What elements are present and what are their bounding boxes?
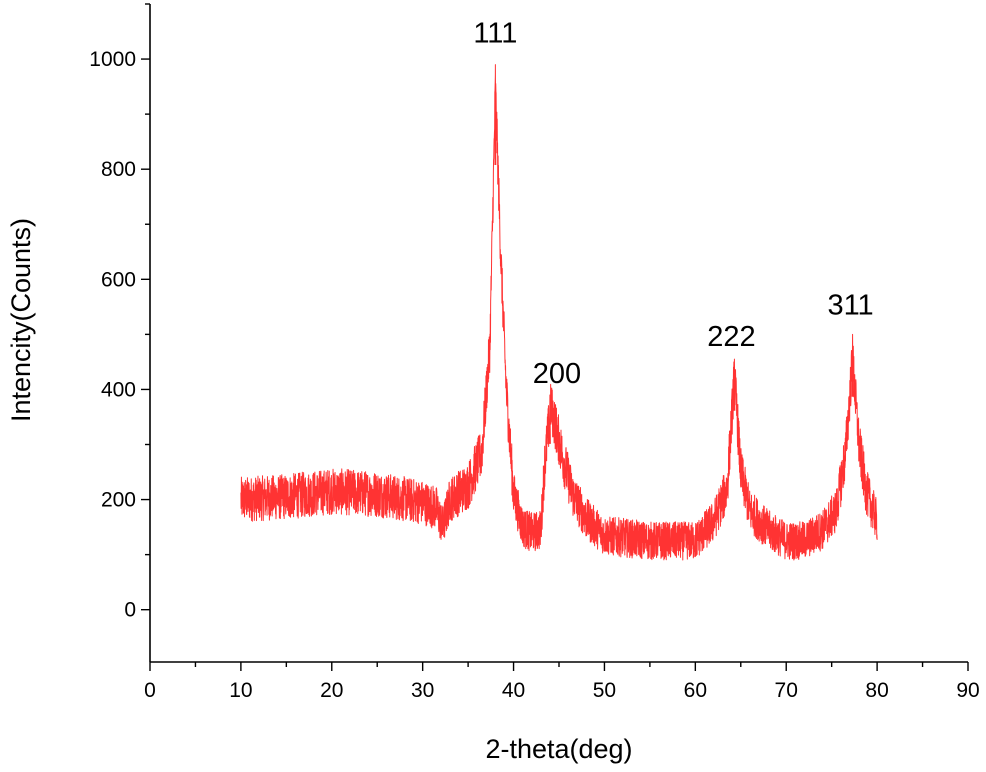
y-axis-title: Intencity(Counts) — [6, 218, 36, 422]
peak-label: 311 — [827, 289, 873, 321]
y-ticks: 0 200 400 600 800 1000 — [89, 3, 150, 622]
x-tick-label: 80 — [865, 679, 888, 702]
x-tick-label: 10 — [229, 679, 252, 702]
x-tick-label: 70 — [775, 679, 798, 702]
x-tick-label: 50 — [593, 679, 616, 702]
axes — [149, 4, 968, 663]
x-tick-label: 0 — [144, 679, 156, 702]
y-tick-label: 400 — [101, 378, 136, 401]
peak-label: 200 — [533, 358, 581, 390]
plot-area — [240, 64, 878, 561]
x-tick-label: 30 — [411, 679, 434, 702]
x-tick-label: 90 — [956, 679, 979, 702]
x-axis-title: 2-theta(deg) — [485, 734, 632, 764]
peak-label: 222 — [707, 321, 755, 353]
peak-labels: 111 200 222 311 — [473, 18, 873, 390]
x-tick-label: 60 — [684, 679, 707, 702]
y-tick-label: 800 — [101, 158, 136, 181]
y-tick-label: 600 — [101, 268, 136, 291]
x-tick-label: 40 — [502, 679, 525, 702]
y-tick-label: 200 — [101, 489, 136, 512]
peak-label: 111 — [473, 18, 517, 50]
y-tick-label: 1000 — [89, 48, 136, 71]
x-tick-label: 20 — [320, 679, 343, 702]
y-tick-label: 0 — [124, 599, 136, 622]
x-ticks: 0 10 20 30 40 50 60 70 80 90 — [144, 662, 980, 702]
series-line — [240, 64, 878, 561]
